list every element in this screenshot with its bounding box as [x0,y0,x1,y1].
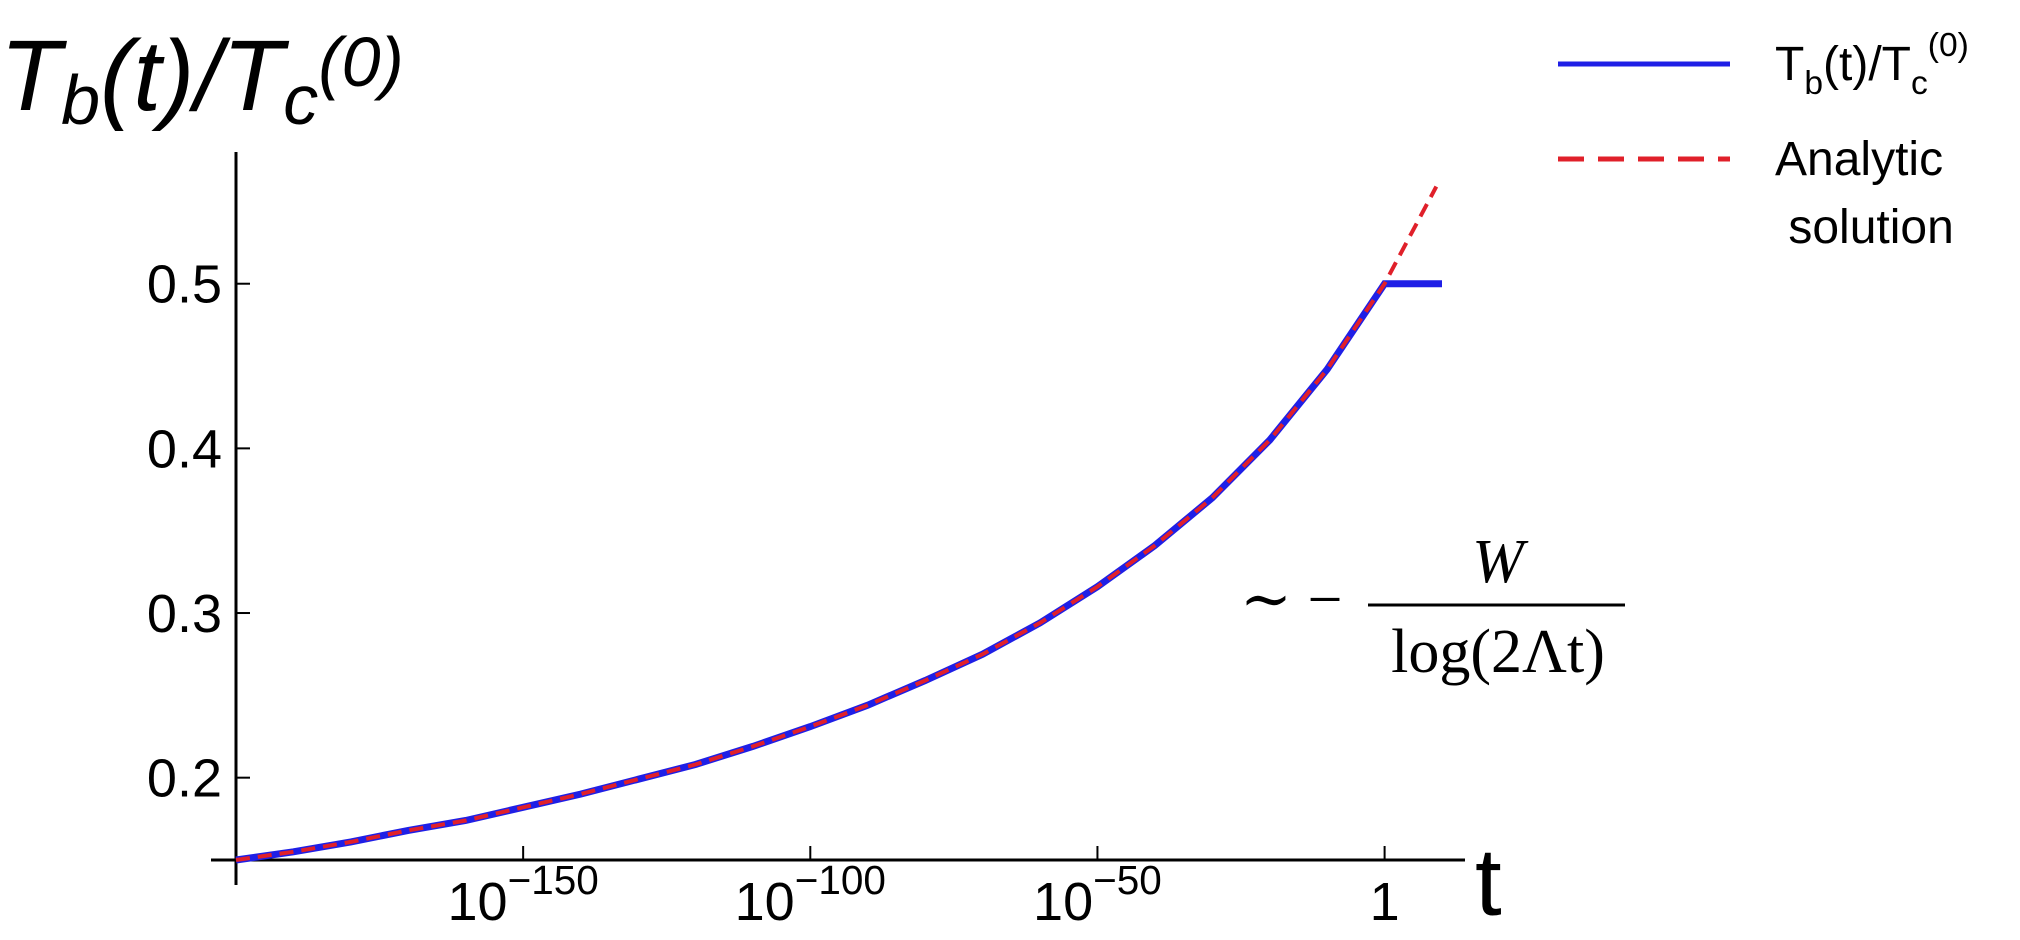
x-tick-label: 10−50 [1033,857,1162,932]
x-tick-label: 1 [1370,872,1400,932]
x-axis-title: t [1475,829,1502,936]
annotation: ∼ − W log(2Λt) [1240,528,1625,686]
legend-label: Analytic solution [1775,133,1954,254]
y-tick-label: 0.3 [147,584,222,644]
legend-label: Tb(t)/Tc(0) [1775,27,1969,102]
annotation-numerator: W [1472,528,1529,596]
annotation-prefix: ∼ − [1240,566,1342,634]
y-tick-label: 0.2 [147,749,222,809]
y-tick-label: 0.5 [147,255,222,315]
legend: Tb(t)/Tc(0) Analytic solution [1558,27,1969,254]
annotation-denominator: log(2Λt) [1391,618,1605,686]
y-tick-label: 0.4 [147,419,222,479]
series-line [235,185,1439,862]
y-axis-title: Tb(t)/Tc(0) [0,20,404,139]
x-tick-label: 10−150 [447,857,598,932]
x-tick-label: 10−100 [735,857,886,932]
